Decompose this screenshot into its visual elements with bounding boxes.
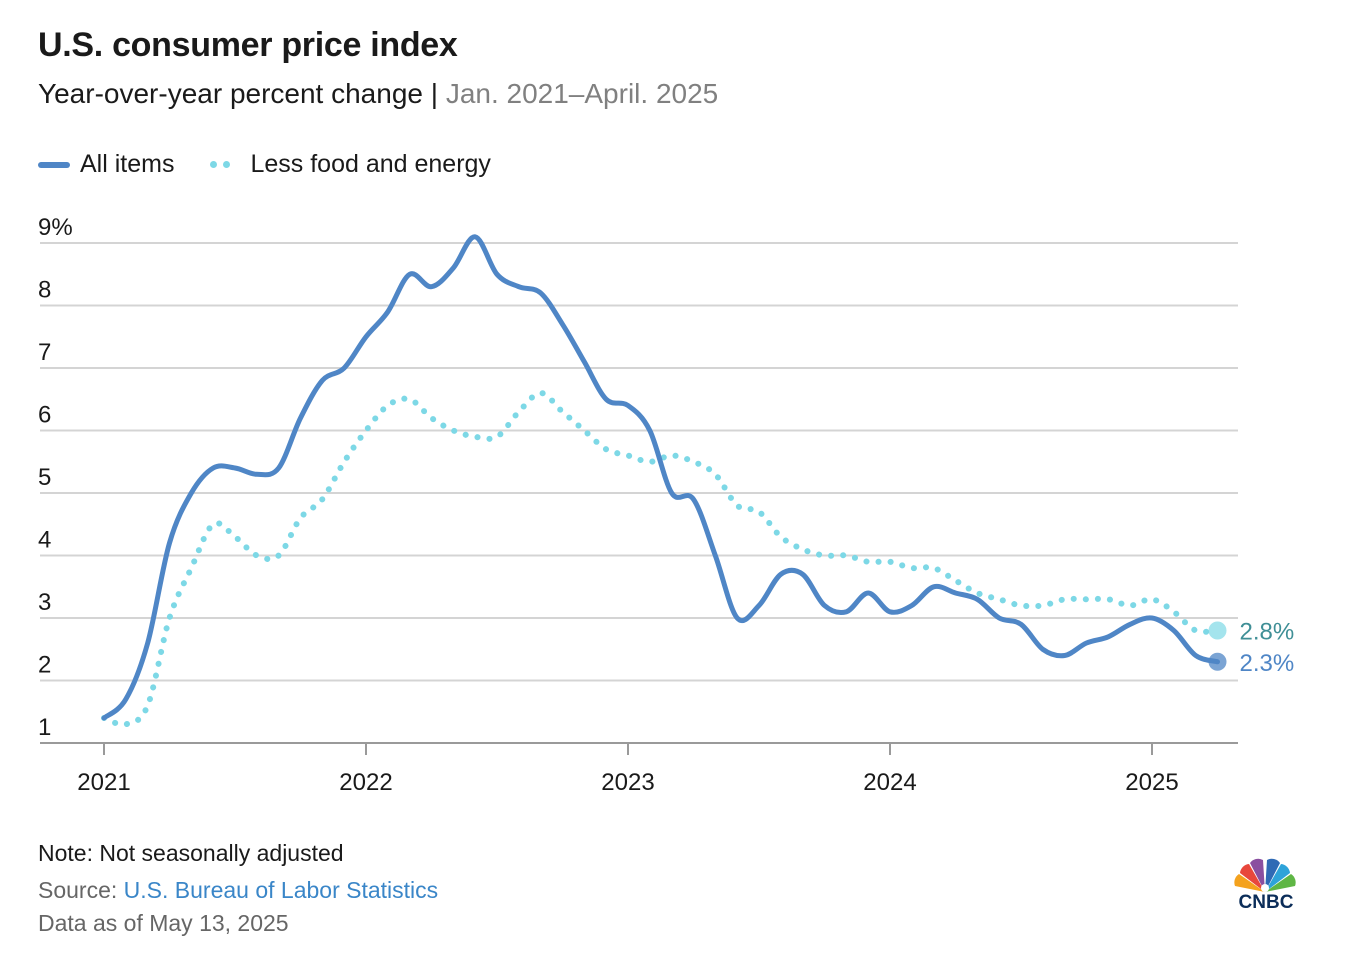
footer-source: Source: U.S. Bureau of Labor Statistics — [38, 877, 438, 904]
chart-subtitle: Year-over-year percent change | Jan. 202… — [38, 78, 718, 110]
legend-item-core[interactable]: Less food and energy — [210, 150, 491, 179]
cnbc-logo-text: CNBC — [1238, 892, 1294, 913]
y-tick-label: 4 — [38, 527, 51, 554]
legend-item-all-items[interactable]: All items — [38, 150, 174, 179]
subtitle-date-range: Jan. 2021–April. 2025 — [445, 78, 719, 109]
footer-note: Note: Not seasonally adjusted — [38, 840, 344, 866]
chart-gridlines — [40, 242, 1238, 744]
y-tick-label: 3 — [38, 589, 51, 616]
subtitle-main: Year-over-year percent change | — [38, 78, 439, 109]
end-dot-all-items — [1208, 652, 1227, 671]
legend-label-core: Less food and energy — [250, 150, 491, 178]
x-tick-label: 2022 — [339, 769, 392, 796]
legend-swatch-dotted — [210, 161, 236, 168]
end-markers: 2.8% 2.3% — [1208, 619, 1295, 677]
x-tick-label: 2024 — [863, 769, 916, 796]
end-label-all-items: 2.3% — [1240, 650, 1295, 677]
y-tick-label: 5 — [38, 464, 51, 491]
y-tick-label: 9% — [38, 214, 73, 241]
chart-series — [101, 234, 1221, 728]
chart-title: U.S. consumer price index — [38, 26, 458, 64]
y-tick-label: 2 — [38, 652, 51, 679]
end-label-core: 2.8% — [1240, 619, 1295, 646]
y-tick-label: 6 — [38, 402, 51, 429]
chart-legend: All items Less food and energy — [38, 150, 527, 179]
end-dot-core — [1208, 621, 1227, 640]
x-axis: 2021 2022 2023 2024 2025 — [77, 743, 1179, 796]
source-link[interactable]: U.S. Bureau of Labor Statistics — [123, 877, 439, 903]
series-line-all-items — [101, 234, 1220, 721]
x-tick-label: 2023 — [601, 769, 654, 796]
footer-data-as-of: Data as of May 13, 2025 — [38, 910, 289, 936]
series-line-core — [101, 390, 1221, 728]
legend-swatch-solid — [38, 161, 70, 168]
source-prefix: Source: — [38, 877, 118, 903]
peacock-icon — [1234, 858, 1296, 892]
x-tick-label: 2021 — [77, 769, 130, 796]
legend-label-all-items: All items — [80, 150, 175, 178]
y-tick-label: 7 — [38, 339, 51, 366]
x-tick-label: 2025 — [1125, 769, 1178, 796]
y-tick-label: 1 — [38, 714, 51, 741]
y-tick-label: 8 — [38, 277, 51, 304]
y-axis: 1 2 3 4 5 6 7 8 9% — [38, 214, 73, 741]
